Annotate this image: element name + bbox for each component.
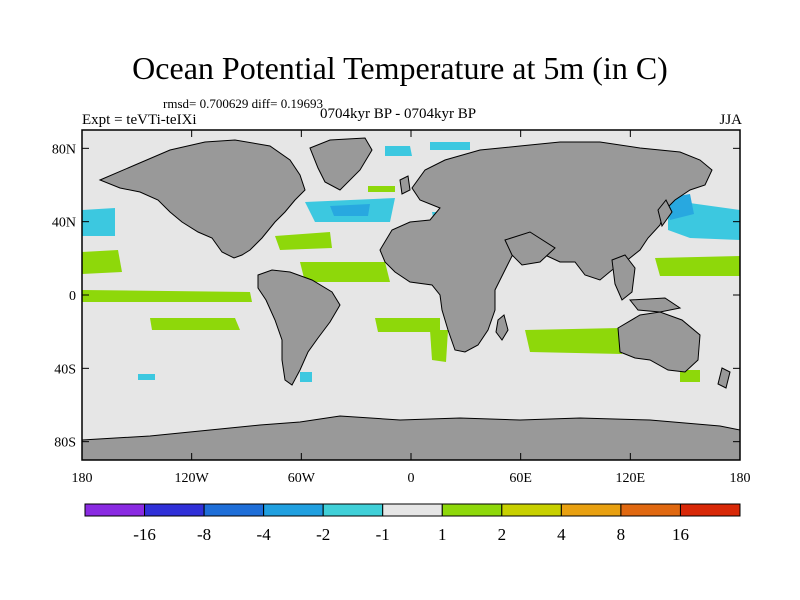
anomaly-cyan-arctic-north xyxy=(385,146,412,156)
new-zealand xyxy=(717,367,731,389)
x-axis-ticks: 180 120W 60W 0 60E 120E 180 xyxy=(72,130,751,486)
land-masses xyxy=(82,137,740,460)
colorbar-swatch xyxy=(560,503,622,517)
colorbar-swatch xyxy=(203,503,265,517)
colorbar-swatch xyxy=(263,503,324,517)
colorbar-label: -16 xyxy=(133,525,156,544)
map-contents xyxy=(82,137,740,460)
indonesia xyxy=(629,297,682,313)
x-tick-label: 120W xyxy=(175,471,210,486)
experiment-label: Expt = teVTi-teIXi xyxy=(82,112,197,128)
anomaly-green-atlantic-tropical xyxy=(300,262,390,282)
colorbar-label: 4 xyxy=(557,525,566,544)
anomaly-green-near-namibia xyxy=(430,330,448,362)
colorbar-swatch xyxy=(501,503,562,517)
colorbar-label: 2 xyxy=(498,525,507,544)
season-label: JJA xyxy=(719,112,742,128)
anomaly-cyan-arctic-east xyxy=(430,142,470,150)
y-tick-label: 40S xyxy=(54,362,76,377)
anomaly-green-south-pacific xyxy=(150,318,240,330)
anomaly-cyan-east-pacific xyxy=(82,208,115,236)
colorbar-label: -2 xyxy=(316,525,330,544)
colorbar: -16 -8 -4 -2 -1 1 2 4 8 16 xyxy=(84,503,741,544)
anomaly-patches xyxy=(82,142,740,382)
anomaly-cyan-patagonia xyxy=(300,372,312,382)
x-tick-label: 180 xyxy=(72,471,93,486)
anomaly-green-equatorial-pacific xyxy=(82,290,252,302)
uk xyxy=(399,175,411,195)
map-title: Ocean Potential Temperature at 5m (in C) xyxy=(132,50,668,86)
x-tick-label: 0 xyxy=(408,471,415,486)
colorbar-label: -1 xyxy=(376,525,390,544)
y-axis-ticks: 80N 40N 0 40S 80S xyxy=(52,142,740,451)
indochina xyxy=(611,254,636,301)
anomaly-green-west-pacific xyxy=(655,256,740,276)
colorbar-label: 16 xyxy=(672,525,689,544)
colorbar-swatch xyxy=(382,503,443,517)
anomaly-green-indian-ocean xyxy=(525,328,622,354)
y-tick-label: 80S xyxy=(54,436,76,451)
north-america xyxy=(98,139,306,259)
anomaly-green-north-atlantic-strip xyxy=(368,186,395,192)
colorbar-swatch xyxy=(84,503,146,517)
anomaly-green-atlantic-band xyxy=(275,232,332,250)
antarctica xyxy=(82,415,740,460)
colorbar-swatch xyxy=(441,503,503,517)
anomaly-green-south-atlantic xyxy=(375,318,440,332)
anomaly-green-australia-south xyxy=(680,370,700,382)
anomaly-cyan-south-pacific-small xyxy=(138,374,155,380)
y-tick-label: 40N xyxy=(52,216,76,231)
colorbar-label: 8 xyxy=(617,525,626,544)
y-tick-label: 80N xyxy=(52,142,76,157)
greenland xyxy=(309,137,373,191)
x-tick-label: 180 xyxy=(730,471,751,486)
period-label: 0704kyr BP - 0704kyr BP xyxy=(320,106,477,122)
australia xyxy=(617,311,701,373)
colorbar-swatch xyxy=(322,503,384,517)
stats-label: rmsd= 0.700629 diff= 0.19693 xyxy=(163,96,323,111)
japan xyxy=(657,199,673,228)
colorbar-swatch xyxy=(144,503,205,517)
anomaly-green-tropical-pacific-north xyxy=(82,250,122,274)
arabia xyxy=(504,231,556,266)
x-tick-label: 60E xyxy=(509,471,532,486)
x-tick-label: 120E xyxy=(616,471,646,486)
colorbar-label: 1 xyxy=(438,525,447,544)
colorbar-swatch xyxy=(679,503,741,517)
colorbar-label: -8 xyxy=(197,525,211,544)
south-america xyxy=(257,269,341,386)
colorbar-label: -4 xyxy=(257,525,272,544)
madagascar xyxy=(495,314,509,341)
colorbar-swatch xyxy=(620,503,681,517)
y-tick-label: 0 xyxy=(69,289,76,304)
anomaly-blue-north-atlantic-core xyxy=(330,204,370,216)
x-tick-label: 60W xyxy=(288,471,316,486)
